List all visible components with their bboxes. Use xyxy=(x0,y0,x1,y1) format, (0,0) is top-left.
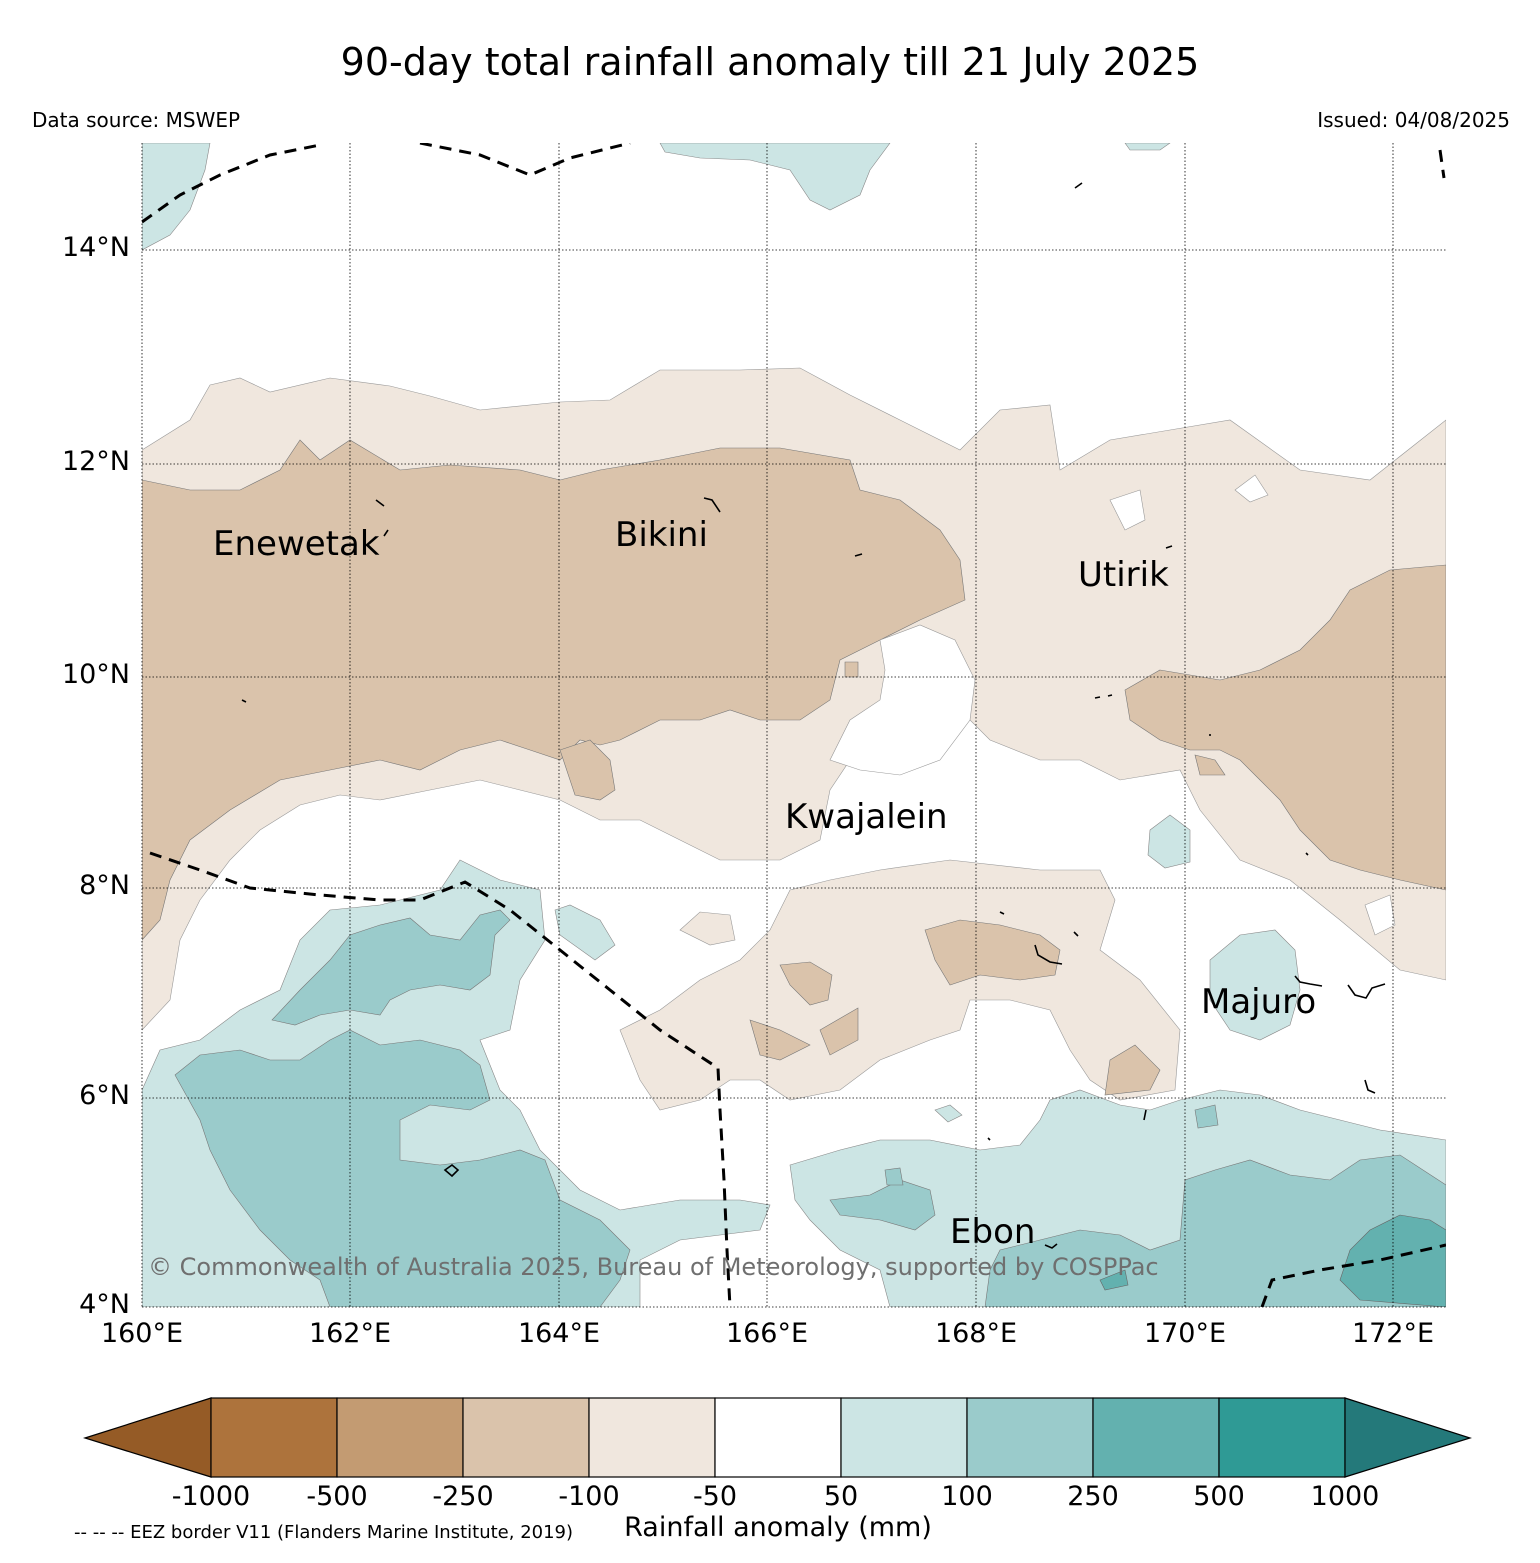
colorbar-tick-label: 50 xyxy=(823,1481,859,1512)
colorbar-extend-low xyxy=(82,1397,212,1478)
colorbar xyxy=(82,1397,1472,1478)
colorbar-tick-label: 250 xyxy=(1067,1481,1119,1512)
colorbar-tick-label: -1000 xyxy=(171,1481,251,1512)
anomaly-shading xyxy=(142,143,1446,1307)
colorbar-tick-label: -100 xyxy=(558,1481,620,1512)
copyright-notice: © Commonwealth of Australia 2025, Bureau… xyxy=(148,1253,1159,1281)
graticule xyxy=(141,143,1446,1308)
lat-label-14n: 14°N xyxy=(61,232,130,263)
lon-label-164e: 164°E xyxy=(517,1318,601,1349)
dry-zone-east xyxy=(1124,564,1446,891)
eez-legend-note: -- -- -- EEZ border V11 (Flanders Marine… xyxy=(74,1522,574,1543)
wet-zone-majuro xyxy=(1209,929,1301,1041)
lat-label-4n: 4°N xyxy=(79,1289,130,1320)
lon-label-162e: 162°E xyxy=(308,1318,392,1349)
colorbar-tick-label: 100 xyxy=(941,1481,993,1512)
wet-core-southwest xyxy=(174,1029,631,1307)
place-label-bikini: Bikini xyxy=(615,515,708,555)
colorbar-tick-label: -500 xyxy=(306,1481,368,1512)
place-label-kwajalein: Kwajalein xyxy=(785,797,948,837)
colorbar-tick-label: 1000 xyxy=(1310,1481,1380,1512)
lon-label-172e: 172°E xyxy=(1351,1318,1435,1349)
lon-label-160e: 160°E xyxy=(100,1318,184,1349)
colorbar-tick-label: -50 xyxy=(692,1481,738,1512)
issued-date: Issued: 04/08/2025 xyxy=(1317,108,1510,132)
lat-label-6n: 6°N xyxy=(79,1080,130,1111)
lon-label-170e: 170°E xyxy=(1143,1318,1227,1349)
map-title: 90-day total rainfall anomaly till 21 Ju… xyxy=(340,40,1200,84)
place-label-enewetak: Enewetak xyxy=(213,524,380,564)
colorbar-tick-label: -250 xyxy=(432,1481,494,1512)
colorbar-extend-high xyxy=(1344,1397,1472,1478)
colorbar-title: Rainfall anomaly (mm) xyxy=(624,1512,932,1543)
lon-label-166e: 166°E xyxy=(725,1318,809,1349)
eez-border xyxy=(142,143,1446,1307)
lat-label-10n: 10°N xyxy=(61,659,130,690)
place-label-ebon: Ebon xyxy=(950,1212,1036,1252)
colorbar-tick-label: 500 xyxy=(1193,1481,1245,1512)
lat-label-12n: 12°N xyxy=(61,446,130,477)
data-source: Data source: MSWEP xyxy=(32,108,241,132)
place-label-majuro: Majuro xyxy=(1201,982,1317,1022)
dry-zone-core xyxy=(142,439,966,941)
lon-label-168e: 168°E xyxy=(934,1318,1018,1349)
lat-label-8n: 8°N xyxy=(79,870,130,901)
atolls xyxy=(241,182,1386,1249)
place-label-utirik: Utirik xyxy=(1078,555,1169,595)
